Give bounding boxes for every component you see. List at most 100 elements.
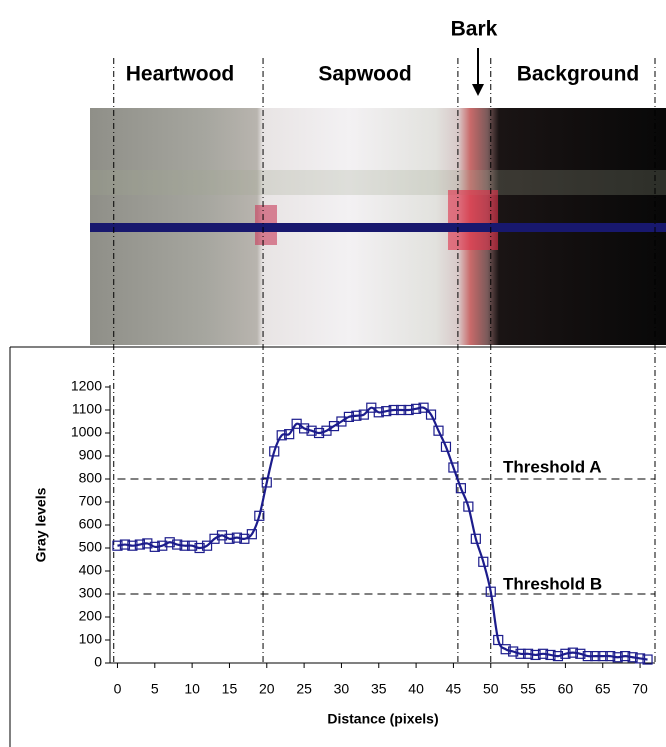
x-tick-label: 50 [483, 681, 499, 697]
data-marker [425, 409, 437, 420]
data-marker [575, 648, 586, 659]
y-tick-label: 1100 [72, 401, 102, 417]
data-marker [634, 653, 646, 664]
region-label: Background [517, 63, 640, 86]
data-marker [410, 403, 422, 414]
y-tick-label: 500 [79, 539, 103, 555]
data-marker [134, 539, 145, 550]
data-marker [522, 648, 534, 659]
data-marker [470, 533, 481, 544]
data-marker [530, 649, 541, 661]
data-marker [119, 539, 131, 550]
data-marker [545, 649, 556, 661]
y-tick-label: 900 [79, 447, 103, 463]
data-marker [201, 540, 213, 551]
data-marker [276, 430, 287, 441]
data-marker [261, 477, 272, 488]
data-marker [343, 411, 355, 422]
x-tick-label: 35 [371, 681, 387, 697]
x-tick-label: 70 [632, 681, 648, 697]
data-marker [209, 533, 220, 544]
data-line [117, 406, 648, 661]
x-tick-label: 40 [408, 681, 424, 697]
data-marker [254, 510, 265, 521]
x-tick-label: 30 [334, 681, 350, 697]
y-tick-label: 0 [94, 654, 102, 670]
data-marker [299, 423, 310, 434]
data-marker [508, 646, 519, 657]
x-tick-label: 60 [558, 681, 574, 697]
data-marker [448, 462, 459, 473]
data-marker [620, 650, 631, 662]
x-tick-label: 55 [520, 681, 536, 697]
data-marker [142, 538, 153, 549]
data-marker [164, 537, 175, 548]
data-marker [403, 404, 414, 416]
data-marker [440, 441, 452, 452]
data-marker [500, 644, 511, 655]
data-marker [373, 407, 384, 418]
data-marker [358, 409, 369, 420]
x-tick-label: 15 [222, 681, 238, 697]
x-tick-label: 10 [184, 681, 200, 697]
data-marker [306, 425, 317, 436]
data-marker [463, 501, 474, 512]
y-tick-label: 1200 [71, 378, 102, 394]
data-marker [485, 586, 496, 597]
data-marker [418, 402, 429, 413]
data-marker [433, 425, 444, 436]
data-marker [194, 542, 205, 554]
data-marker [605, 650, 616, 662]
y-tick-label: 700 [79, 493, 103, 509]
data-marker [313, 427, 325, 439]
data-marker [127, 540, 138, 551]
data-marker [216, 530, 228, 541]
data-marker [381, 406, 392, 417]
data-marker [455, 483, 466, 494]
data-marker [231, 532, 243, 543]
data-marker [515, 648, 526, 659]
data-marker [582, 650, 593, 662]
x-tick-label: 45 [446, 681, 462, 697]
data-marker [224, 533, 235, 544]
bark-label: Bark [451, 18, 498, 41]
y-tick-label: 600 [79, 516, 103, 532]
y-tick-label: 400 [79, 562, 103, 578]
data-marker [246, 529, 257, 540]
x-axis-title: Distance (pixels) [327, 711, 438, 727]
y-axis-title: Gray levels [33, 487, 49, 562]
image-spot [448, 190, 498, 250]
data-marker [590, 650, 601, 662]
data-marker [388, 404, 399, 416]
threshold-label: Threshold B [503, 574, 602, 593]
data-marker [493, 634, 504, 646]
data-marker [172, 539, 183, 550]
y-tick-label: 300 [79, 585, 103, 601]
x-tick-label: 65 [595, 681, 611, 697]
data-marker [149, 541, 160, 552]
x-tick-label: 20 [259, 681, 275, 697]
data-marker [187, 540, 198, 551]
threshold-label: Threshold A [503, 457, 602, 476]
x-tick-label: 0 [114, 681, 122, 697]
data-marker [597, 650, 608, 662]
y-tick-label: 800 [79, 470, 103, 486]
data-marker [478, 556, 489, 567]
data-marker [627, 652, 638, 663]
data-marker [269, 446, 280, 457]
y-tick-label: 1000 [71, 424, 102, 440]
wood-image [90, 108, 666, 345]
data-marker [284, 429, 295, 440]
data-marker [612, 652, 623, 663]
scan-line [90, 223, 666, 232]
y-tick-label: 100 [79, 631, 103, 647]
data-marker [560, 648, 571, 659]
bark-arrowhead [472, 84, 484, 96]
x-tick-label: 5 [151, 681, 159, 697]
x-tick-label: 25 [296, 681, 312, 697]
image-band [90, 170, 666, 195]
data-marker [157, 540, 168, 551]
data-marker [537, 648, 549, 659]
data-marker [642, 654, 653, 665]
